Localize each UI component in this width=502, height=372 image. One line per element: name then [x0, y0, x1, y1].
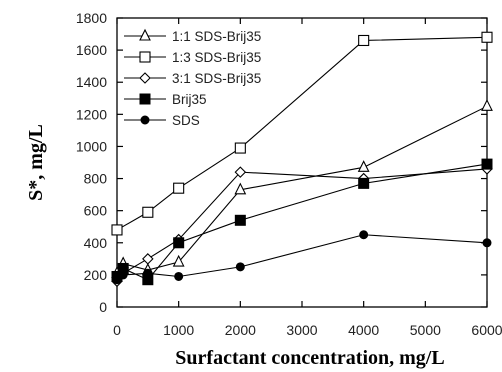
- y-tick-label: 1800: [76, 10, 107, 26]
- y-tick-label: 0: [99, 299, 107, 315]
- x-tick-label: 2000: [225, 322, 256, 338]
- legend-entry: SDS: [124, 113, 200, 128]
- legend-marker: [139, 51, 151, 63]
- x-axis-title: Surfactant concentration, mg/L: [175, 347, 444, 369]
- series-sds: [112, 230, 492, 285]
- y-tick-label: 200: [84, 267, 108, 283]
- legend-entry: 1:1 SDS-Brij35: [124, 28, 261, 44]
- y-tick-label: 1600: [76, 42, 107, 58]
- x-tick-labels: 0 1000 2000 3000 4000 5000 6000: [113, 322, 502, 338]
- y-tick-label: 600: [84, 203, 108, 219]
- x-tick-label: 3000: [286, 322, 317, 338]
- y-tick-label: 1400: [76, 74, 107, 90]
- y-tick-label: 1200: [76, 106, 107, 122]
- series-line: [116, 163, 488, 281]
- x-tick-label: 4000: [348, 322, 379, 338]
- data-point: [142, 253, 154, 265]
- data-point: [481, 31, 493, 43]
- legend-entry: 1:3 SDS-Brij35: [124, 50, 261, 65]
- series-line: [116, 168, 488, 282]
- data-point: [234, 142, 246, 154]
- legend-label: Brij35: [172, 92, 207, 107]
- data-point: [358, 177, 370, 189]
- data-point: [173, 237, 185, 249]
- legend-entry: Brij35: [124, 92, 207, 107]
- series-brij35: [111, 158, 493, 286]
- legend-marker: [140, 115, 150, 125]
- data-point: [234, 182, 247, 195]
- data-point: [482, 238, 492, 248]
- series-1-3-sds-brij35: [111, 31, 493, 236]
- y-axis-title: S*, mg/L: [25, 124, 47, 201]
- legend-label: 1:3 SDS-Brij35: [172, 50, 261, 65]
- legend-marker: [139, 93, 151, 105]
- y-tick-label: 1000: [76, 138, 107, 154]
- data-point: [142, 206, 154, 218]
- data-point: [357, 160, 370, 172]
- data-point: [481, 99, 493, 111]
- legend-entry: 3:1 SDS-Brij35: [124, 71, 261, 86]
- legend-label: SDS: [172, 113, 200, 128]
- y-tick-label: 800: [84, 171, 108, 187]
- data-point: [173, 182, 185, 194]
- data-point: [172, 254, 185, 267]
- series-layer: [111, 31, 493, 288]
- legend-label: 1:1 SDS-Brij35: [172, 29, 261, 44]
- x-tick-label: 1000: [163, 322, 194, 338]
- legend: 1:1 SDS-Brij35 1:3 SDS-Brij35 3:1 SDS-Brij…: [124, 28, 261, 128]
- series-line: [116, 105, 488, 274]
- data-point: [359, 230, 369, 240]
- data-point: [234, 166, 247, 178]
- legend-label: 3:1 SDS-Brij35: [172, 71, 261, 86]
- x-tick-label: 0: [113, 322, 121, 338]
- y-tick-label: 400: [84, 235, 108, 251]
- data-point: [234, 214, 246, 226]
- data-point: [358, 34, 370, 47]
- series-line: [116, 234, 488, 281]
- legend-marker: [139, 72, 151, 84]
- data-point: [174, 271, 184, 281]
- x-tick-label: 5000: [410, 322, 441, 338]
- legend-marker: [139, 28, 151, 41]
- data-point: [111, 224, 123, 236]
- y-tick-labels: 0 200 400 600 800 1000 1200 1400 1600 1800: [76, 10, 107, 315]
- series-3-1-sds-brij35: [111, 163, 493, 288]
- data-point: [118, 270, 128, 280]
- data-point: [235, 262, 245, 272]
- x-tick-label: 6000: [471, 322, 502, 338]
- data-point: [481, 158, 493, 170]
- data-point: [112, 275, 122, 285]
- data-point: [143, 268, 153, 278]
